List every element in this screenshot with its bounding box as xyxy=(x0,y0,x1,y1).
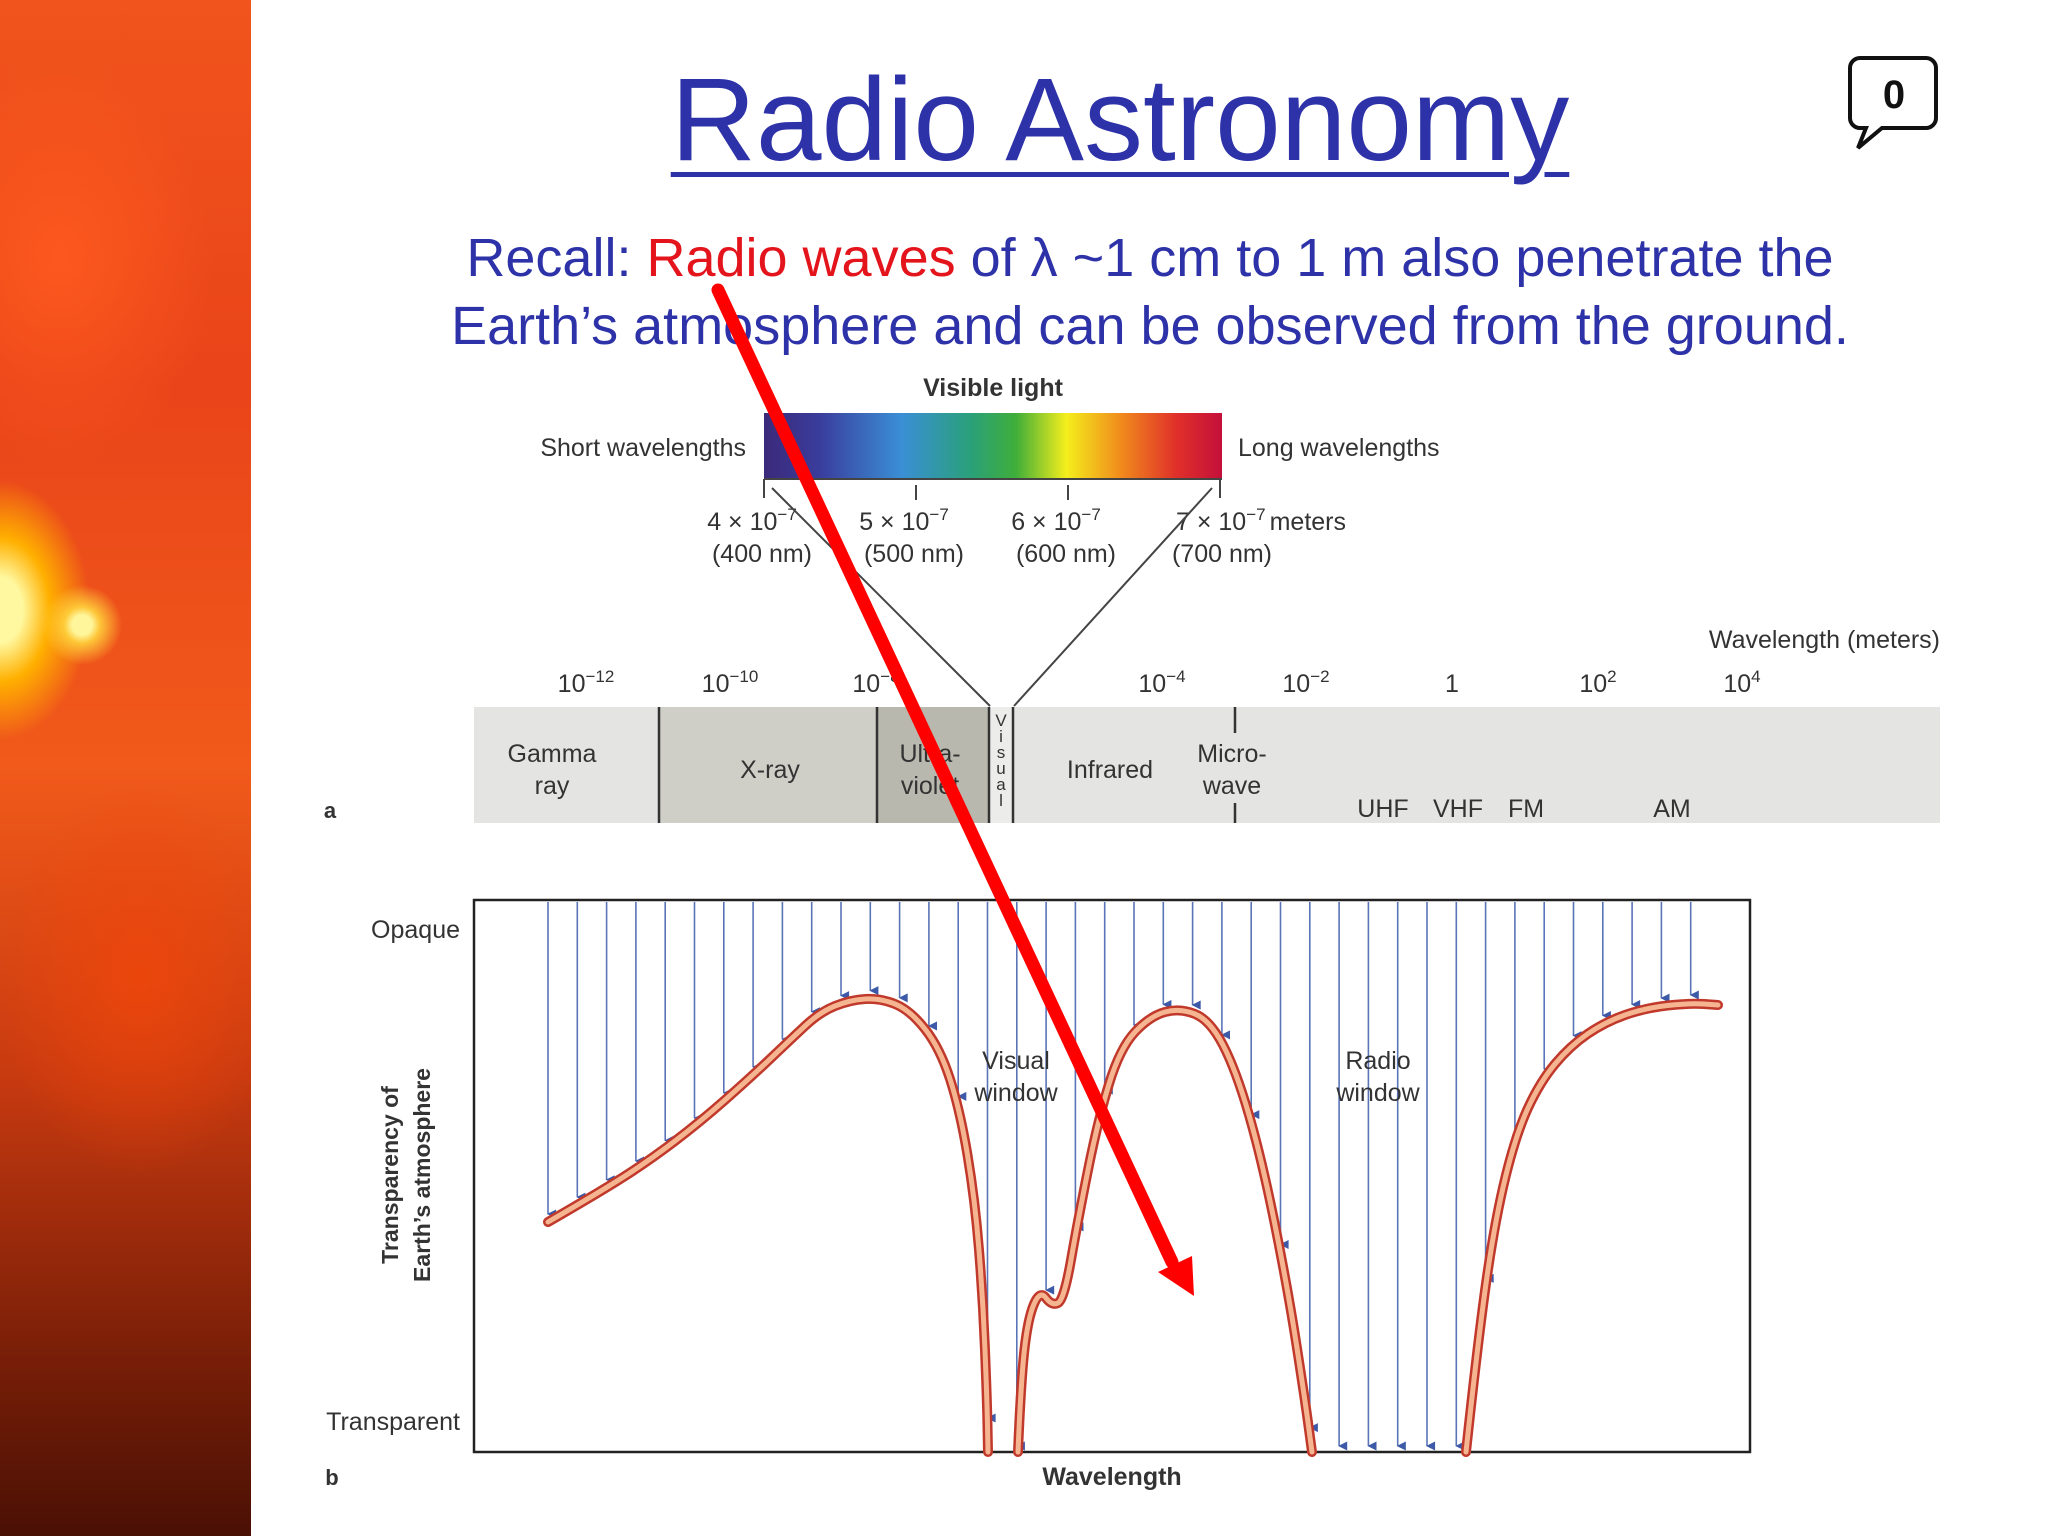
decorative-nebula-sidebar xyxy=(0,0,251,1536)
page-title: Radio Astronomy xyxy=(670,54,1570,186)
scale-tick-label: 102 xyxy=(1579,667,1616,698)
recall-highlight: Radio waves xyxy=(646,228,956,288)
visible-tick-labels: 4 × 10−7 (400 nm) 5 × 10−7 (500 nm) 6 × 10−7… xyxy=(707,505,1346,568)
band-xray: X-ray xyxy=(740,756,800,784)
band-ultraviolet: Ultra- xyxy=(899,740,960,768)
radio-band-label: UHF xyxy=(1357,795,1408,823)
radio-band-label: AM xyxy=(1653,795,1691,823)
scale-tick-labels: 10−12 10−10 10−8 10−4 10−2 1 102 104 xyxy=(558,667,1761,698)
y-axis-label-1: Transparency of xyxy=(377,1086,403,1264)
panel-label-a: a xyxy=(324,798,337,823)
scale-tick-label: 10−4 xyxy=(1138,667,1185,698)
band-microwave-2: wave xyxy=(1202,772,1261,800)
visual-window-label: Visual xyxy=(982,1047,1050,1075)
comment-count-badge[interactable]: 0 xyxy=(1848,56,1938,152)
visible-tick-value: 5 × 10−7 xyxy=(859,505,949,536)
radio-band-label: FM xyxy=(1508,795,1544,823)
visible-tick-value: 4 × 10−7 xyxy=(707,505,797,536)
radio-window-label-2: window xyxy=(1335,1079,1420,1107)
badge-count: 0 xyxy=(1883,73,1905,117)
recall-prefix: Recall: xyxy=(466,228,647,288)
visible-tick-nm: (500 nm) xyxy=(864,540,964,568)
x-axis-label: Wavelength xyxy=(1042,1463,1181,1491)
radio-band-label: VHF xyxy=(1433,795,1483,823)
visual-letter: l xyxy=(999,791,1003,810)
band-microwave: Micro- xyxy=(1197,740,1266,768)
opaque-label: Opaque xyxy=(371,916,460,944)
visible-tick-marks xyxy=(763,478,1222,500)
band-infrared: Infrared xyxy=(1067,756,1153,784)
visual-window-label-2: window xyxy=(973,1079,1058,1107)
panel-label-b: b xyxy=(325,1465,338,1490)
long-wavelengths-label: Long wavelengths xyxy=(1238,434,1440,462)
band-gamma: Gamma xyxy=(508,740,597,768)
recall-rest: of λ ~1 cm to 1 m also penetrate the xyxy=(955,228,1834,288)
wavelength-axis-label: Wavelength (meters) xyxy=(1709,626,1940,654)
radio-band-labels: UHF VHF FM AM xyxy=(1357,795,1690,823)
visible-tick-nm: (700 nm) xyxy=(1172,540,1272,568)
y-axis-label-2: Earth’s atmosphere xyxy=(409,1068,435,1282)
band-ultraviolet-2: violet xyxy=(901,772,959,800)
recall-line-1: Recall: Radio waves of λ ~1 cm to 1 m al… xyxy=(320,224,1980,292)
visible-tick-nm: (600 nm) xyxy=(1016,540,1116,568)
scale-tick-label: 1 xyxy=(1445,670,1459,698)
scale-tick-label: 10−10 xyxy=(702,667,759,698)
visible-tick-value: 7 × 10−7 meters xyxy=(1176,505,1346,536)
scale-tick-label: 10−8 xyxy=(852,667,899,698)
band-gamma-2: ray xyxy=(535,772,570,800)
visible-light-label: Visible light xyxy=(923,374,1064,402)
visible-spectrum-bar xyxy=(764,413,1222,479)
visible-tick-nm: (400 nm) xyxy=(712,540,812,568)
visible-tick-value: 6 × 10−7 xyxy=(1011,505,1101,536)
radio-window-label: Radio xyxy=(1345,1047,1410,1075)
scale-tick-label: 104 xyxy=(1723,667,1760,698)
scale-tick-label: 10−12 xyxy=(558,667,615,698)
scale-tick-label: 10−2 xyxy=(1282,667,1329,698)
transparent-label: Transparent xyxy=(326,1408,460,1436)
short-wavelengths-label: Short wavelengths xyxy=(540,434,746,462)
speech-bubble-icon xyxy=(1848,56,1938,150)
